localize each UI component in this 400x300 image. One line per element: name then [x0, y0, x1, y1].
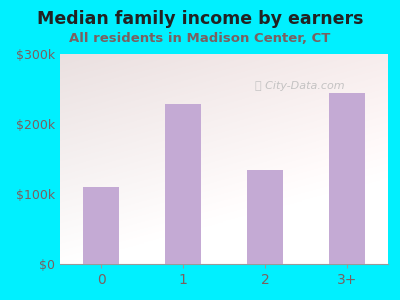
Text: Median family income by earners: Median family income by earners: [37, 11, 363, 28]
Bar: [328, 92, 366, 264]
Text: All residents in Madison Center, CT: All residents in Madison Center, CT: [69, 32, 331, 44]
Text: ⓘ City-Data.com: ⓘ City-Data.com: [255, 80, 344, 91]
Bar: [164, 104, 202, 264]
Bar: [246, 169, 284, 264]
Bar: [82, 187, 120, 264]
